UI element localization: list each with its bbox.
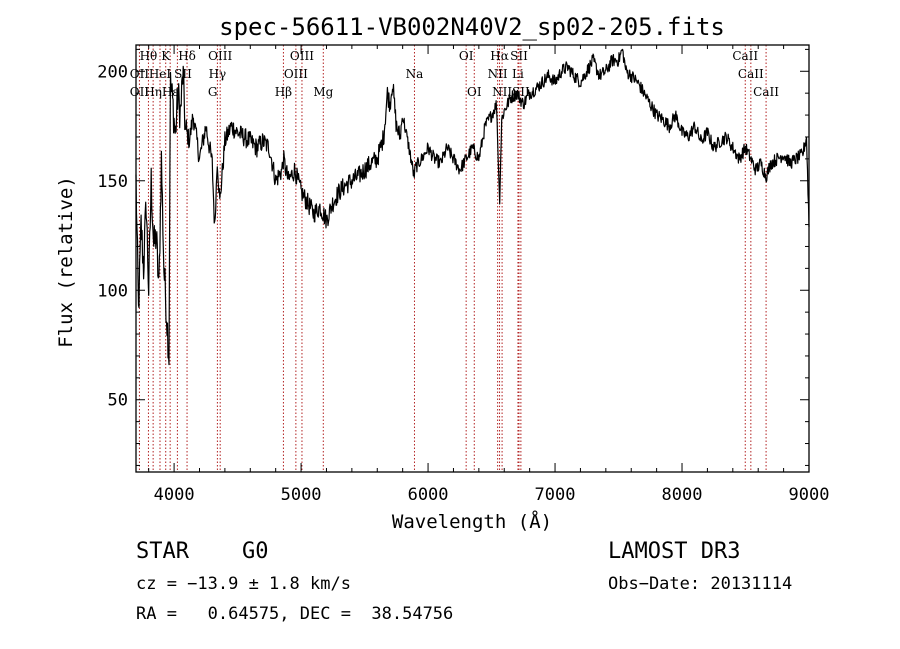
- redshift-cz: cz = −13.9 ± 1.8 km/s: [136, 574, 351, 594]
- line-label: NII: [488, 67, 508, 81]
- line-label: Hη: [144, 85, 162, 99]
- spectrum-line: [135, 48, 810, 366]
- line-label: Na: [406, 67, 424, 81]
- x-tick-label: 4000: [154, 485, 195, 505]
- x-tick-label: 7000: [535, 485, 576, 505]
- line-label: Li: [512, 67, 524, 81]
- plot-frame: [135, 44, 810, 473]
- line-label: Hβ: [275, 85, 292, 99]
- x-tick-label: 9000: [789, 485, 830, 505]
- y-axis-label: Flux (relative): [55, 176, 77, 348]
- y-tick-label: 100: [97, 281, 128, 301]
- line-label: Hγ: [209, 67, 227, 81]
- line-label: G: [208, 85, 218, 99]
- line-label: CaII: [732, 49, 758, 63]
- y-tick-label: 50: [108, 391, 128, 411]
- line-label: OIII: [208, 49, 232, 63]
- y-axis-ticks: 50 100 150 200: [97, 48, 809, 466]
- line-label: CaII: [753, 85, 779, 99]
- spectral-class: STAR: [136, 539, 190, 564]
- line-label: K: [161, 49, 171, 63]
- x-axis-label: Wavelength (Å): [392, 510, 552, 533]
- line-label: OI: [467, 85, 482, 99]
- y-tick-label: 200: [97, 62, 128, 82]
- x-tick-label: 5000: [281, 485, 322, 505]
- line-label: Hα: [490, 49, 509, 63]
- x-tick-label: 8000: [662, 485, 703, 505]
- line-label: Hδ: [178, 49, 196, 63]
- x-axis-ticks: 4000 5000 6000 7000 8000 9000: [148, 45, 830, 505]
- line-label: OII: [130, 85, 150, 99]
- observation-date: Obs−Date: 20131114: [608, 574, 792, 594]
- line-label: HeI: [149, 67, 172, 81]
- y-tick-label: 150: [97, 172, 128, 192]
- line-label: OIII: [284, 67, 308, 81]
- spectral-subclass: G0: [242, 539, 269, 564]
- chart-title: spec-56611-VB002N40V2_sp02-205.fits: [219, 13, 725, 41]
- line-label: Hθ: [140, 49, 158, 63]
- survey-name: LAMOST DR3: [608, 539, 740, 564]
- line-label: SII: [510, 49, 528, 63]
- emission-line-markers: [138, 45, 767, 472]
- x-tick-label: 6000: [408, 485, 449, 505]
- line-label: OII: [130, 67, 150, 81]
- line-label: CaII: [738, 67, 764, 81]
- line-label: OIII: [290, 49, 314, 63]
- line-label: Mg: [313, 85, 333, 99]
- line-label: NII: [492, 85, 512, 99]
- line-label: OI: [459, 49, 474, 63]
- coordinates: RA = 0.64575, DEC = 38.54756: [136, 604, 453, 624]
